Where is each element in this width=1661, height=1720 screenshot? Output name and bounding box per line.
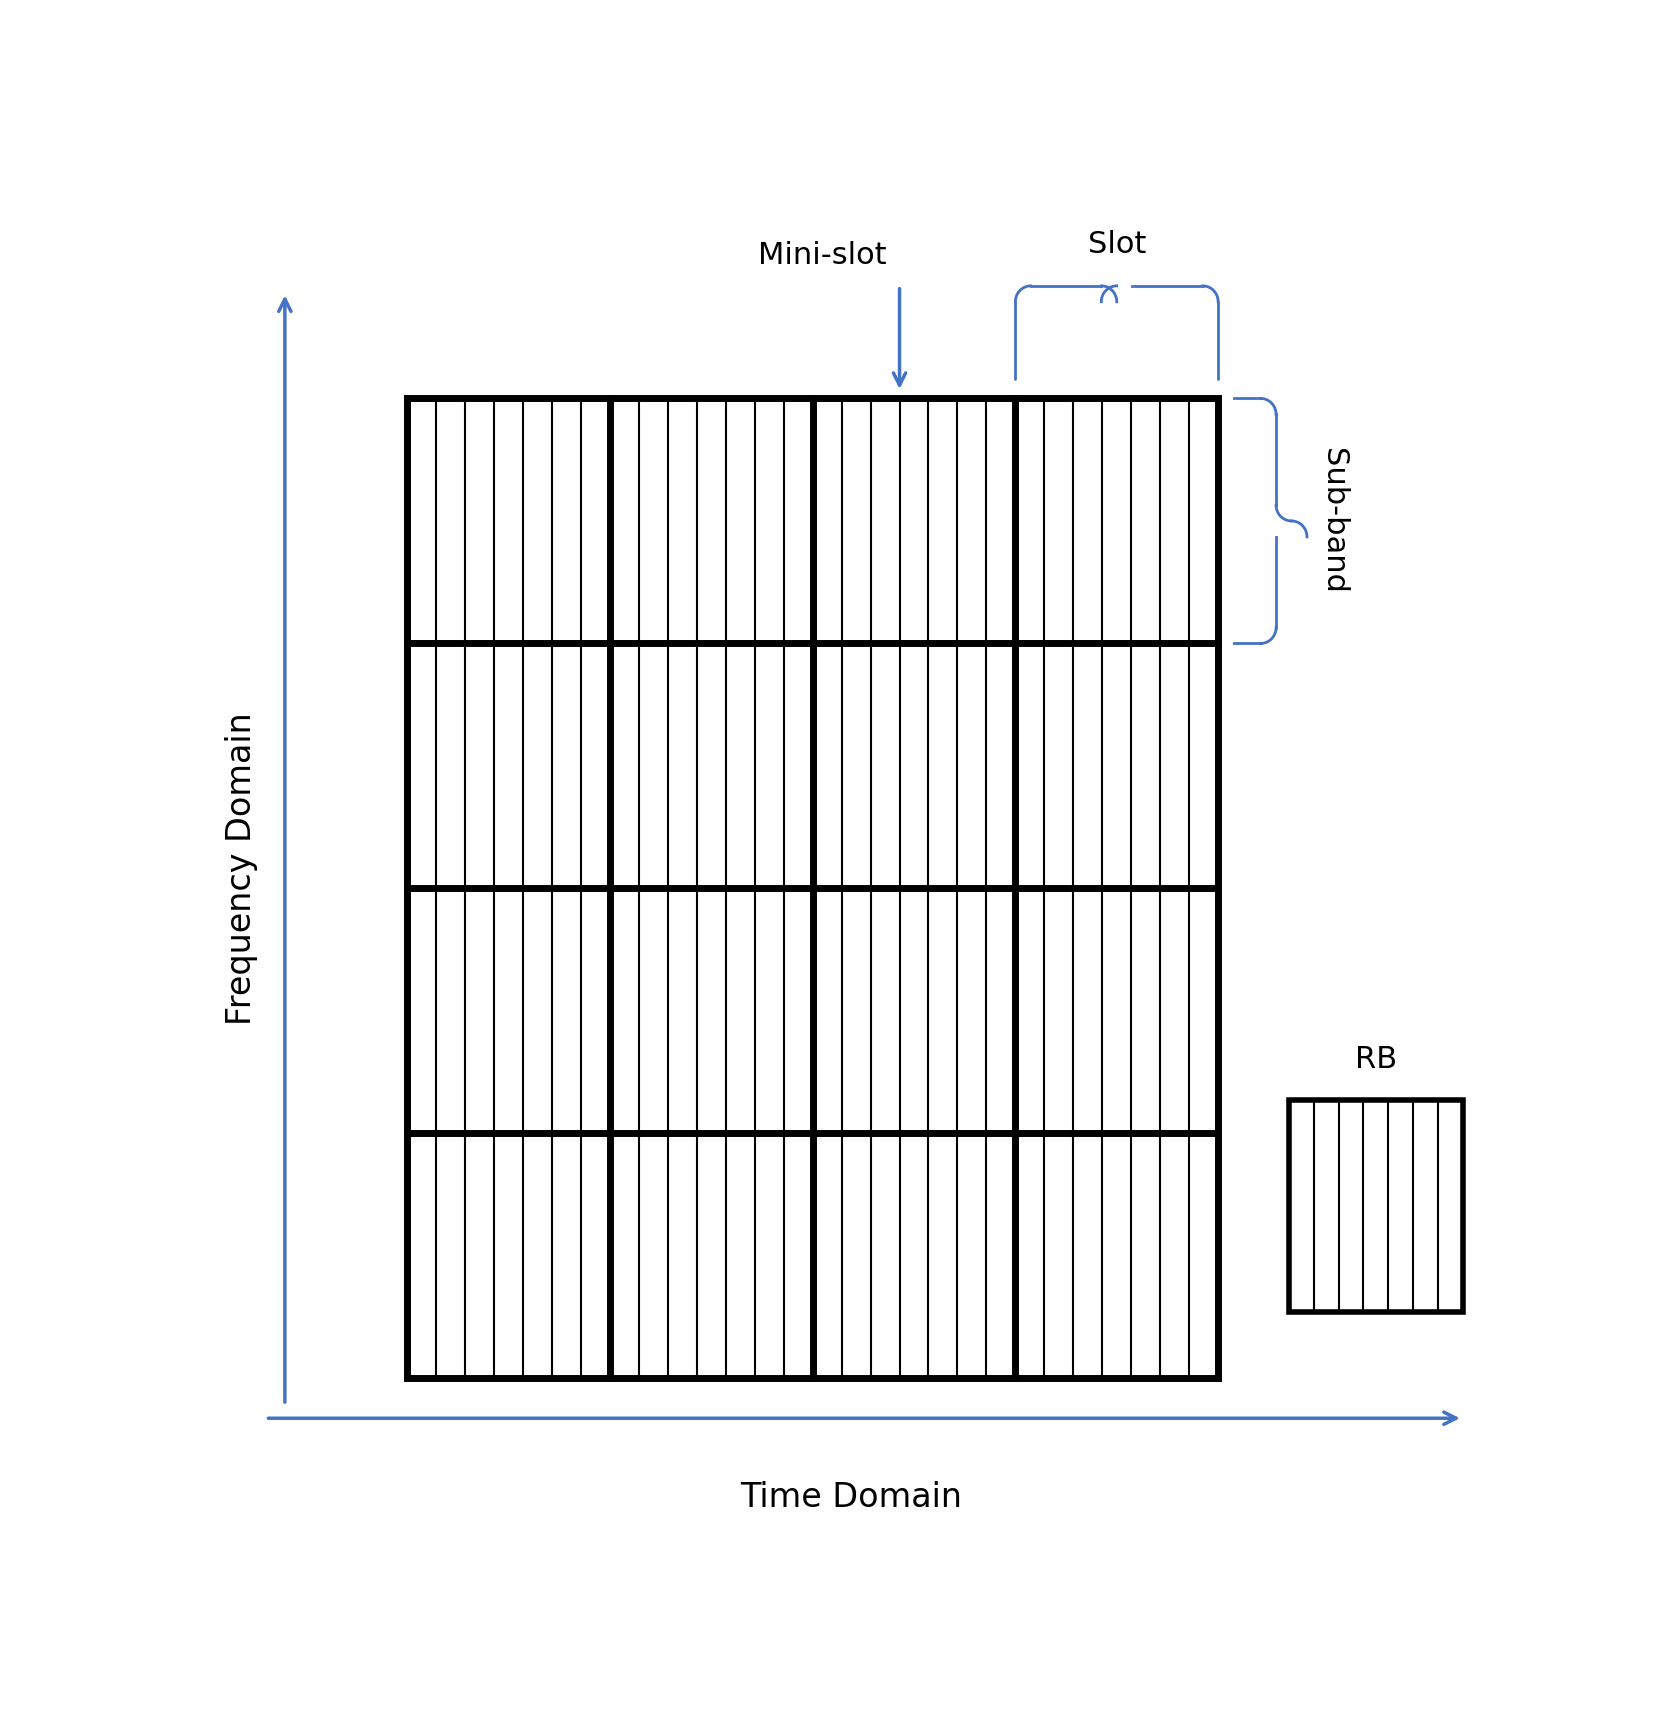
Text: Frequency Domain: Frequency Domain — [224, 712, 257, 1025]
Text: Sub-band: Sub-band — [1319, 447, 1349, 593]
Bar — [407, 399, 1218, 1378]
Text: RB: RB — [1355, 1044, 1397, 1073]
Text: Time Domain: Time Domain — [741, 1481, 962, 1514]
Bar — [1289, 1101, 1463, 1312]
Text: Mini-slot: Mini-slot — [757, 241, 887, 270]
Text: Slot: Slot — [1088, 230, 1146, 260]
